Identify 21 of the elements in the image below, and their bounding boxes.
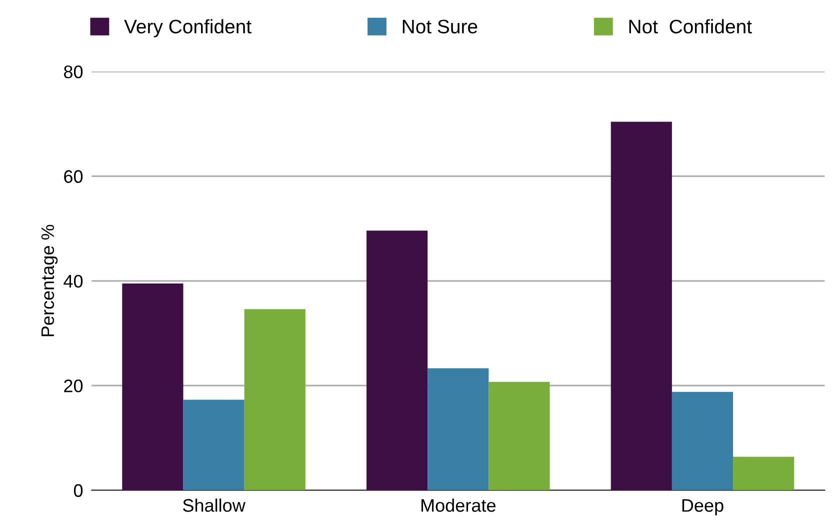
x-tick-label: Moderate <box>421 498 496 512</box>
bar <box>366 230 428 490</box>
y-tick-label: 80 <box>64 65 83 78</box>
y-tick-label: 60 <box>64 170 83 183</box>
bar <box>488 382 550 490</box>
bar <box>733 456 794 490</box>
x-tick-label: Deep <box>682 499 724 516</box>
bar <box>428 368 489 490</box>
bar <box>244 309 306 490</box>
legend-label: Not Sure <box>402 20 478 34</box>
bar <box>610 122 672 490</box>
bar <box>122 284 184 490</box>
y-axis-title: Percentage % <box>41 224 58 336</box>
bar <box>183 400 244 490</box>
y-tick-label: 0 <box>74 484 83 497</box>
legend-label: Not Confident <box>629 19 752 34</box>
y-tick-label: 40 <box>64 274 83 288</box>
x-tick-label: Shallow <box>183 498 246 512</box>
bar <box>672 392 734 490</box>
legend-label: Very Confident <box>124 19 252 38</box>
y-tick-label: 20 <box>64 380 83 392</box>
